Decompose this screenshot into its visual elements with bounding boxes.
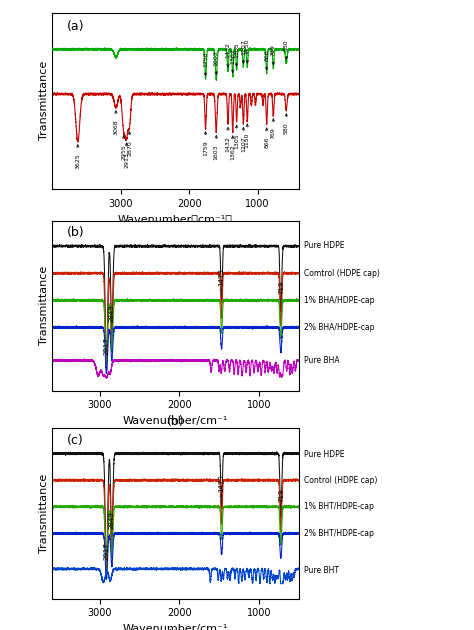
Text: (b): (b) <box>67 226 84 239</box>
X-axis label: Wavenumber（cm⁻¹）: Wavenumber（cm⁻¹） <box>118 214 233 224</box>
Text: Pure HDPE: Pure HDPE <box>303 241 344 251</box>
Text: 1150: 1150 <box>245 39 250 63</box>
Text: 2849: 2849 <box>109 305 115 329</box>
Text: 719: 719 <box>278 489 284 509</box>
Text: Pure BHT: Pure BHT <box>303 566 338 575</box>
Y-axis label: Transmittance: Transmittance <box>39 474 49 553</box>
Text: (c): (c) <box>67 433 84 447</box>
Text: Pure HDPE: Pure HDPE <box>303 450 344 459</box>
Text: 769: 769 <box>271 44 276 65</box>
Text: 2917: 2917 <box>103 542 109 567</box>
Text: 2913: 2913 <box>124 143 129 168</box>
Text: 1473: 1473 <box>218 474 224 499</box>
Text: (c): (c) <box>167 629 184 630</box>
Text: 1603: 1603 <box>214 135 219 160</box>
Text: 1362: 1362 <box>230 48 235 72</box>
X-axis label: Wavenumber/cm⁻¹: Wavenumber/cm⁻¹ <box>123 624 228 630</box>
Text: Comtrol (HDPE cap): Comtrol (HDPE cap) <box>303 269 379 278</box>
Text: 2% BHT/HDPE-cap: 2% BHT/HDPE-cap <box>303 529 374 538</box>
Text: 1% BHT/HDPE-cap: 1% BHT/HDPE-cap <box>303 502 374 512</box>
Text: 1362: 1362 <box>230 136 235 160</box>
Text: 1473: 1473 <box>218 268 224 292</box>
Text: 3068: 3068 <box>113 111 118 135</box>
Text: 1207: 1207 <box>241 39 246 63</box>
Text: 769: 769 <box>271 118 276 139</box>
Text: 1758: 1758 <box>203 51 208 76</box>
Text: Pure BHA: Pure BHA <box>303 357 339 365</box>
Text: (a): (a) <box>67 20 84 33</box>
Text: 1150: 1150 <box>245 124 250 148</box>
Text: Control (HDPE cap): Control (HDPE cap) <box>303 476 377 484</box>
Text: 1305: 1305 <box>234 125 239 149</box>
Text: 719: 719 <box>278 281 284 301</box>
Text: 2870: 2870 <box>127 132 132 156</box>
Text: 866: 866 <box>264 50 269 70</box>
Y-axis label: Transmittance: Transmittance <box>39 61 49 140</box>
Text: 1759: 1759 <box>203 132 208 156</box>
Text: 1305: 1305 <box>234 42 239 66</box>
Text: 1% BHA/HDPE-cap: 1% BHA/HDPE-cap <box>303 296 374 305</box>
Text: 2% BHA/HDPE-cap: 2% BHA/HDPE-cap <box>303 323 374 332</box>
Text: 866: 866 <box>264 128 269 148</box>
Y-axis label: Transmittance: Transmittance <box>39 266 49 345</box>
Text: 1207: 1207 <box>241 127 246 152</box>
Text: 2849: 2849 <box>109 511 115 536</box>
Text: 580: 580 <box>284 113 289 134</box>
Text: 1432: 1432 <box>226 127 230 152</box>
Text: 2917: 2917 <box>103 337 109 362</box>
Text: 1603: 1603 <box>214 50 219 74</box>
Text: 3625: 3625 <box>75 145 80 169</box>
X-axis label: Wavenumber/cm⁻¹: Wavenumber/cm⁻¹ <box>123 416 228 426</box>
Text: (b): (b) <box>166 415 184 428</box>
Text: 1432: 1432 <box>226 43 230 67</box>
Text: 2955: 2955 <box>121 135 126 160</box>
Text: 580: 580 <box>284 39 289 59</box>
